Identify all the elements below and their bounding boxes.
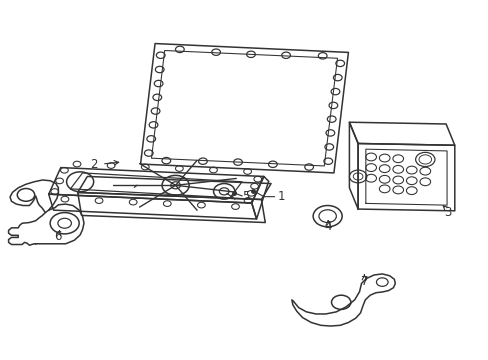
- Text: 3: 3: [443, 206, 450, 219]
- Text: 5: 5: [242, 190, 249, 203]
- Text: 6: 6: [55, 230, 62, 243]
- Text: 4: 4: [324, 220, 331, 233]
- Text: 1: 1: [277, 190, 285, 203]
- Text: 2: 2: [90, 158, 97, 171]
- Text: 7: 7: [360, 275, 367, 288]
